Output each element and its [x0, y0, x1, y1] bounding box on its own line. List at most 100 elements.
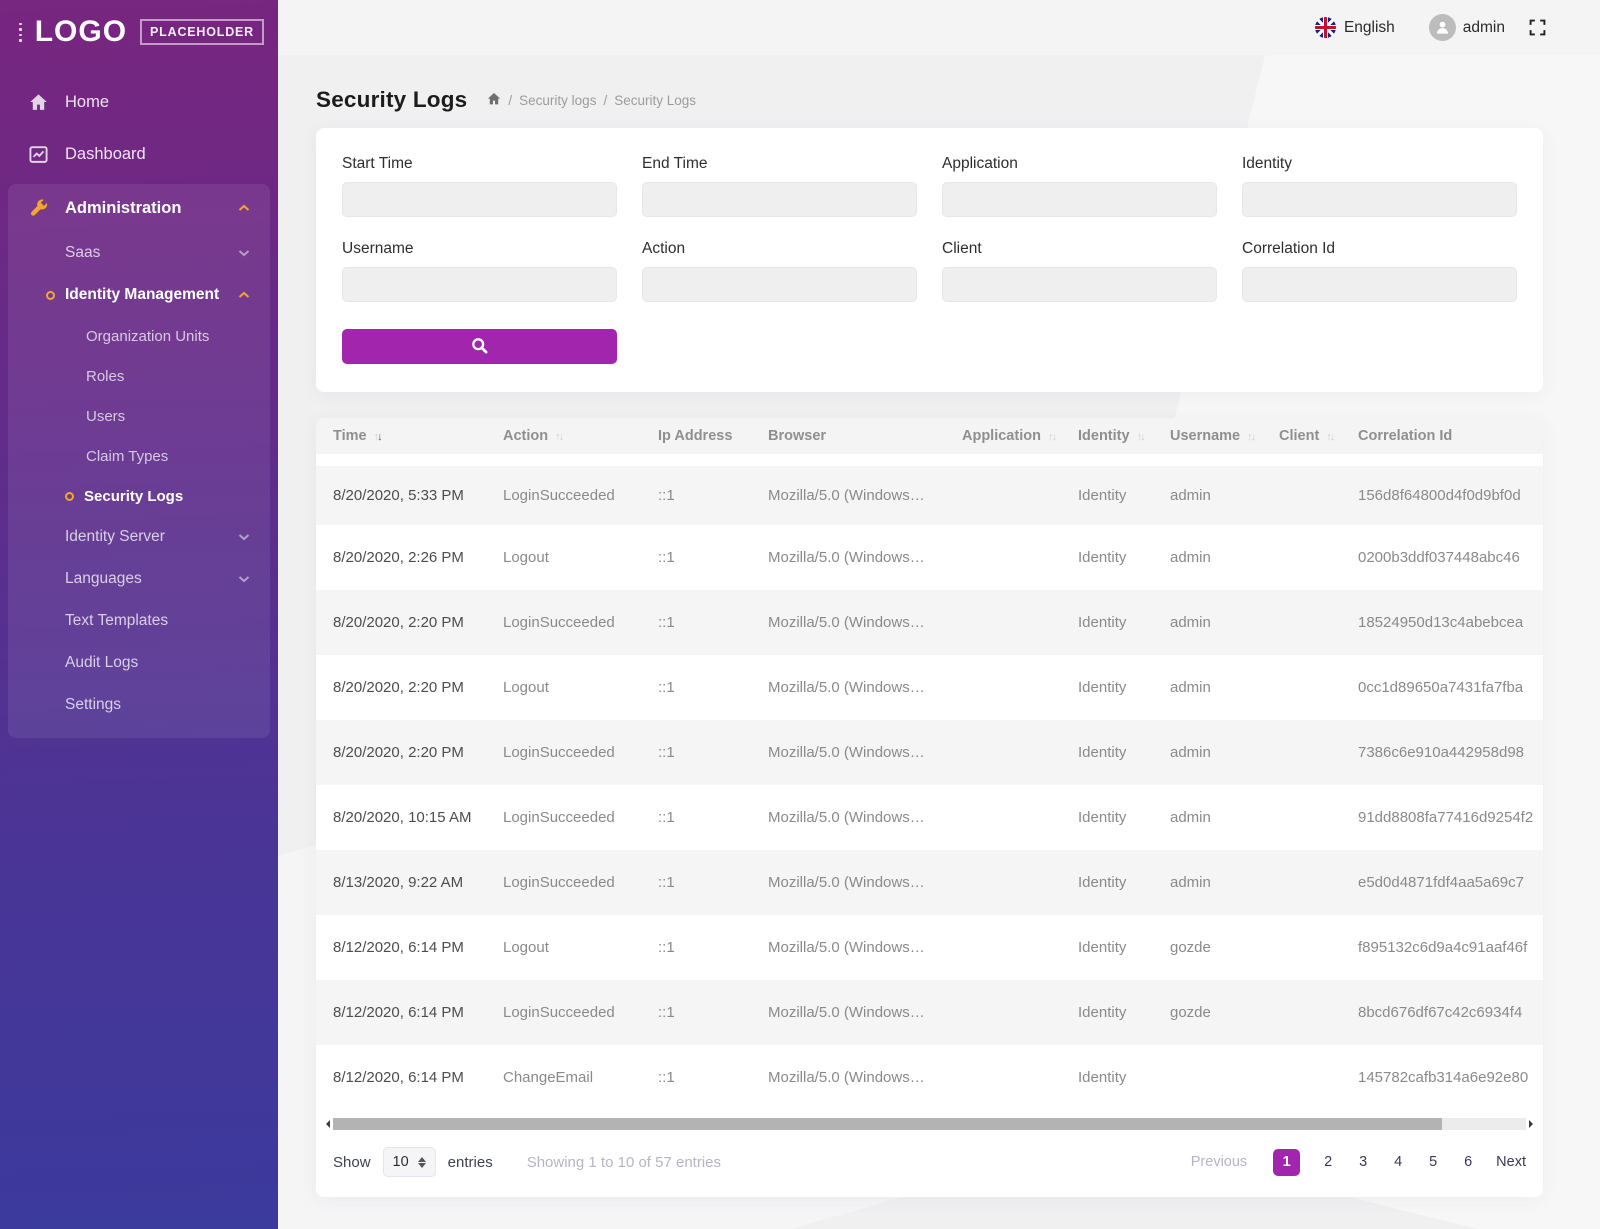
breadcrumb-item[interactable]: Security logs [519, 92, 597, 108]
sort-arrows-icon: ↑ ↓ [1326, 431, 1335, 443]
sidebar-item-text-templates[interactable]: Text Templates [8, 600, 270, 642]
search-button[interactable] [342, 329, 617, 364]
sidebar-item-label: Audit Logs [65, 654, 139, 671]
cell-application [962, 454, 1078, 525]
language-selector[interactable]: English [1314, 17, 1395, 38]
cell-action: LoginSucceeded [503, 1004, 615, 1021]
sidebar-item-home[interactable]: Home [0, 76, 278, 128]
column-header-action[interactable]: Action ↑ ↓ [503, 418, 658, 460]
sidebar-item-languages[interactable]: Languages [8, 558, 270, 600]
pagination-next[interactable]: Next [1496, 1154, 1526, 1170]
cell-ip-address: ::1 [658, 679, 675, 696]
filter-client-input[interactable] [942, 267, 1217, 302]
pagination: Previous 1 2 3 4 5 6 Next [1190, 1148, 1526, 1176]
cell-correlation-id: 0200b3ddf037448abc46 [1358, 549, 1520, 566]
filter-action: Action [642, 240, 917, 302]
column-header-identity[interactable]: Identity ↑ ↓ [1078, 418, 1170, 460]
sort-arrows-icon: ↑ ↓ [373, 431, 383, 443]
sidebar-item-roles[interactable]: Roles [8, 356, 270, 396]
table-body: 8/20/2020, 5:33 PM LoginSucceeded::1 Mozil… [316, 454, 1543, 1110]
uk-flag-icon [1314, 17, 1336, 38]
pagination-page-5[interactable]: 5 [1429, 1154, 1438, 1170]
table-row[interactable]: 8/12/2020, 6:14 PM LoginSucceeded::1 Mozil… [316, 980, 1543, 1045]
column-header-username[interactable]: Username ↑ ↓ [1170, 418, 1279, 460]
table-head-row: Time ↑ ↓ Action ↑ ↓ Ip Address Browser Applicati… [316, 418, 1543, 460]
sidebar-item-administration[interactable]: Administration [8, 184, 270, 232]
page-size-select[interactable]: 10 [382, 1147, 436, 1177]
sidebar-item-label: Languages [65, 570, 142, 587]
table-row[interactable]: 8/20/2020, 2:20 PM LoginSucceeded::1 Mozil… [316, 590, 1543, 655]
sidebar-item-label: Settings [65, 696, 122, 713]
sidebar-item-settings[interactable]: Settings [8, 684, 270, 726]
pagination-page-3[interactable]: 3 [1359, 1154, 1368, 1170]
menu-toggle-icon[interactable] [19, 22, 22, 42]
page-size-value: 10 [392, 1154, 409, 1170]
cell-client [1279, 590, 1358, 655]
column-header-client[interactable]: Client ↑ ↓ [1279, 418, 1358, 460]
table-row[interactable]: 8/20/2020, 5:33 PM LoginSucceeded::1 Mozil… [316, 454, 1543, 525]
filter-username-input[interactable] [342, 267, 617, 302]
sidebar-item-security-logs[interactable]: Security Logs [8, 476, 270, 516]
table-row[interactable]: 8/20/2020, 2:20 PM Logout::1 Mozilla/5.0 (… [316, 655, 1543, 720]
sidebar-item-label: Claim Types [86, 447, 169, 465]
filter-identity-input[interactable] [1242, 182, 1517, 217]
pagination-page-6[interactable]: 6 [1464, 1154, 1473, 1170]
cell-correlation-id: f895132c6d9a4c91aaf46f [1358, 939, 1528, 956]
sidebar-item-users[interactable]: Users [8, 396, 270, 436]
logo-text: LOGO [34, 15, 128, 48]
pagination-previous[interactable]: Previous [1190, 1154, 1248, 1170]
cell-browser: Mozilla/5.0 (Windows… [768, 679, 925, 696]
sort-arrows-icon: ↑ ↓ [1247, 431, 1256, 443]
sidebar-item-claim-types[interactable]: Claim Types [8, 436, 270, 476]
table-row[interactable]: 8/13/2020, 9:22 AM LoginSucceeded::1 Mozil… [316, 850, 1543, 915]
table-row[interactable]: 8/12/2020, 6:14 PM Logout::1 Mozilla/5.0 (… [316, 915, 1543, 980]
username-label: admin [1462, 18, 1505, 36]
cell-client [1279, 454, 1358, 525]
filter-action-input[interactable] [642, 267, 917, 302]
breadcrumb-home-icon[interactable] [487, 92, 501, 109]
cell-client [1279, 1045, 1358, 1110]
sidebar-item-identity-server[interactable]: Identity Server [8, 516, 270, 558]
table-row[interactable]: 8/20/2020, 2:26 PM Logout::1 Mozilla/5.0 (… [316, 525, 1543, 590]
pagination-page-2[interactable]: 2 [1324, 1154, 1333, 1170]
table-row[interactable]: 8/20/2020, 2:20 PM LoginSucceeded::1 Mozil… [316, 720, 1543, 785]
horizontal-scrollbar [322, 1118, 1537, 1130]
filter-client: Client [942, 240, 1217, 302]
filter-start-time-input[interactable] [342, 182, 617, 217]
chevron-up-icon [238, 291, 250, 299]
scrollbar-track[interactable] [333, 1118, 1526, 1130]
user-menu[interactable]: admin [1428, 14, 1505, 41]
sidebar-item-saas[interactable]: Saas [8, 232, 270, 274]
sort-arrows-icon: ↑ ↓ [1136, 431, 1146, 443]
pagination-page-1[interactable]: 1 [1273, 1148, 1301, 1176]
scrollbar-thumb[interactable] [333, 1118, 1443, 1130]
filter-application-input[interactable] [942, 182, 1217, 217]
fullscreen-icon[interactable] [1529, 19, 1546, 36]
filter-end-time-input[interactable] [642, 182, 917, 217]
sidebar-item-identity-management[interactable]: Identity Management [8, 274, 270, 316]
filter-correlation-id-input[interactable] [1242, 267, 1517, 302]
cell-correlation-id: 18524950d13c4abebcea [1358, 614, 1524, 631]
column-header-time[interactable]: Time ↑ ↓ [316, 418, 503, 460]
sidebar-item-organization-units[interactable]: Organization Units [8, 316, 270, 356]
sidebar-item-audit-logs[interactable]: Audit Logs [8, 642, 270, 684]
cell-client [1279, 655, 1358, 720]
cell-browser: Mozilla/5.0 (Windows… [768, 809, 925, 826]
column-header-browser: Browser [768, 418, 962, 460]
scroll-left-arrow-icon[interactable] [322, 1120, 330, 1128]
column-header-application[interactable]: Application ↑ ↓ [962, 418, 1078, 460]
cell-application [962, 785, 1078, 850]
cell-ip-address: ::1 [658, 809, 675, 826]
cell-application [962, 915, 1078, 980]
scroll-right-arrow-icon[interactable] [1529, 1120, 1537, 1128]
avatar [1428, 14, 1456, 41]
sidebar-item-dashboard[interactable]: Dashboard [0, 128, 278, 180]
pagination-page-4[interactable]: 4 [1394, 1154, 1403, 1170]
sidebar-item-label: Home [65, 92, 110, 111]
breadcrumb-item: Security Logs [614, 92, 697, 108]
table-row[interactable]: 8/20/2020, 10:15 AM LoginSucceeded::1 Mozi… [316, 785, 1543, 850]
security-logs-table: Time ↑ ↓ Action ↑ ↓ Ip Address Browser Applicati… [316, 418, 1543, 1110]
page-title: Security Logs [316, 87, 468, 112]
cell-ip-address: ::1 [658, 1004, 675, 1021]
table-row[interactable]: 8/12/2020, 6:14 PM ChangeEmail::1 Mozilla/… [316, 1045, 1543, 1110]
